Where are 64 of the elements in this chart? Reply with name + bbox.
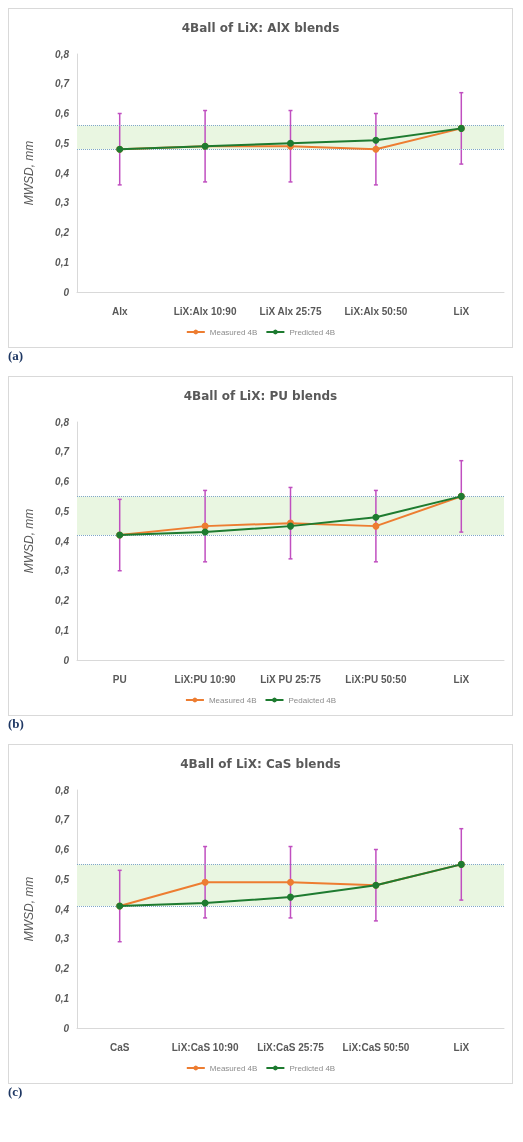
chart-title: 4Ball of LiX: PU blends: [183, 389, 338, 403]
point: [287, 893, 294, 901]
y-tick-label: 0,5: [55, 505, 70, 517]
point: [201, 878, 209, 886]
y-tick-label: 0,3: [55, 197, 70, 209]
x-tick-label: CaS: [109, 1041, 130, 1053]
x-tick-label: LiX: [453, 1041, 470, 1053]
x-tick-label: LiX:CaS 25:75: [257, 1041, 325, 1053]
y-tick-label: 0,5: [55, 137, 70, 149]
point: [372, 513, 380, 521]
y-tick-label: 0,1: [55, 256, 70, 268]
point: [372, 136, 380, 144]
y-tick-label: 0,6: [55, 476, 70, 487]
x-tick-label: LiX:CaS 10:90: [171, 1041, 239, 1053]
y-tick-label: 0: [63, 654, 70, 666]
y-tick-label: 0,7: [55, 814, 70, 826]
x-tick-label: LiX PU 25:75: [260, 673, 322, 685]
y-tick-label: 0: [63, 286, 70, 298]
x-tick-label: LiX:PU 50:50: [345, 673, 407, 685]
y-tick-label: 0,5: [55, 873, 70, 885]
x-tick-label: LiX: [453, 305, 470, 317]
y-tick-label: 0,4: [55, 167, 70, 179]
y-tick-label: 0,4: [55, 903, 70, 915]
y-axis-title: MWSD, mm: [22, 140, 36, 206]
y-tick-label: 0,7: [55, 78, 70, 90]
y-tick-label: 0,8: [55, 416, 70, 428]
legend-label: Predicted 4B: [289, 327, 336, 337]
y-tick-label: 0,1: [55, 624, 70, 636]
y-tick-label: 0,8: [55, 48, 70, 60]
legend-label: Pedaicted 4B: [288, 695, 337, 705]
legend-label: Measured 4B: [208, 695, 257, 705]
x-tick-label: LiX Alx 25:75: [259, 305, 322, 317]
x-tick-label: LiX: [453, 673, 470, 685]
x-tick-label: LiX:Alx 50:50: [344, 305, 408, 317]
text: (a): [8, 348, 25, 365]
text: (c): [8, 1084, 24, 1101]
y-tick-label: 0,2: [55, 227, 70, 238]
y-axis-title: MWSD, mm: [22, 508, 36, 574]
point: [372, 145, 380, 153]
y-axis-title: MWSD, mm: [22, 876, 36, 942]
chart-title: 4Ball of LiX: AlX blends: [181, 21, 340, 35]
text: (b): [8, 716, 25, 733]
y-tick-label: 0,4: [55, 535, 70, 547]
x-tick-label: LiX:PU 10:90: [174, 673, 237, 685]
y-tick-label: 0,2: [55, 595, 70, 606]
chart-title: 4Ball of LiX: CaS blends: [180, 757, 341, 771]
y-tick-label: 0: [63, 1022, 70, 1034]
y-tick-label: 0,2: [55, 963, 70, 974]
y-tick-label: 0,6: [55, 844, 70, 855]
legend-label: Measured 4B: [209, 327, 258, 337]
y-tick-label: 0,1: [55, 992, 70, 1004]
x-tick-label: LiX:Alx 10:90: [173, 305, 237, 317]
y-tick-label: 0,3: [55, 565, 70, 577]
x-tick-label: LiX:CaS 50:50: [342, 1041, 410, 1053]
y-tick-label: 0,6: [55, 108, 70, 119]
point: [287, 878, 294, 886]
x-tick-label: PU: [112, 673, 127, 685]
y-tick-label: 0,7: [55, 446, 70, 458]
legend-label: Predicted 4B: [289, 1063, 336, 1073]
legend-label: Measured 4B: [209, 1063, 258, 1073]
y-tick-label: 0,3: [55, 933, 70, 945]
y-tick-label: 0,8: [55, 784, 70, 796]
point: [372, 522, 380, 530]
x-tick-label: Alx: [111, 305, 128, 317]
